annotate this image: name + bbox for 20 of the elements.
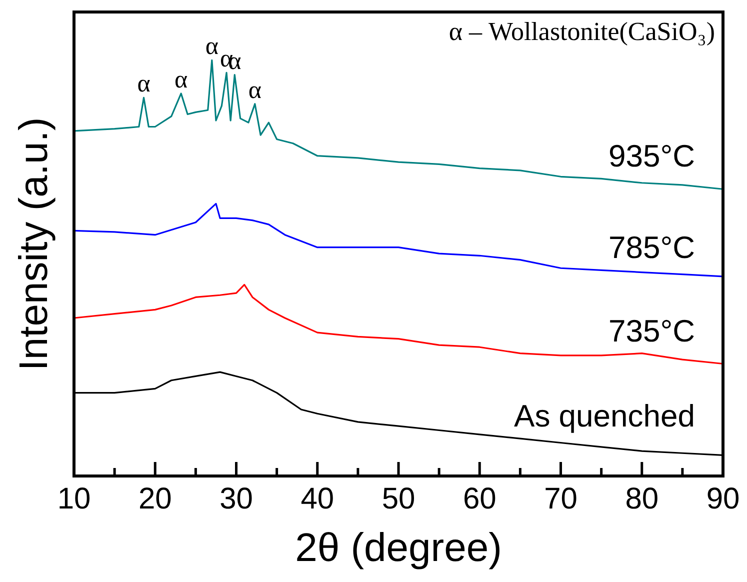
- annotation: α: [174, 66, 188, 94]
- annotation: α: [205, 33, 218, 60]
- annotation: α: [248, 76, 262, 104]
- x-tick-label: 60: [462, 482, 496, 516]
- series-label: As quenched: [514, 398, 695, 434]
- x-axis-title: 2θ (degree): [295, 526, 502, 570]
- annotation: α: [137, 70, 150, 98]
- series-label: 935°C: [608, 138, 695, 174]
- x-tick-label: 20: [138, 482, 172, 516]
- text: α – Wollastonite(CaSiO₃): [448, 16, 715, 46]
- series-label: 785°C: [608, 230, 695, 266]
- x-tick-label: 70: [544, 482, 578, 516]
- x-tick-label: 10: [57, 482, 91, 516]
- x-tick-label: 50: [382, 482, 416, 516]
- x-tick-label: 80: [625, 482, 659, 516]
- x-tick-label: 40: [300, 482, 334, 516]
- x-tick-label: 90: [706, 482, 740, 516]
- x-tick-label: 30: [220, 482, 253, 516]
- y-axis-title: Intensity (a.u.): [12, 117, 56, 371]
- series-label: 735°C: [608, 313, 695, 348]
